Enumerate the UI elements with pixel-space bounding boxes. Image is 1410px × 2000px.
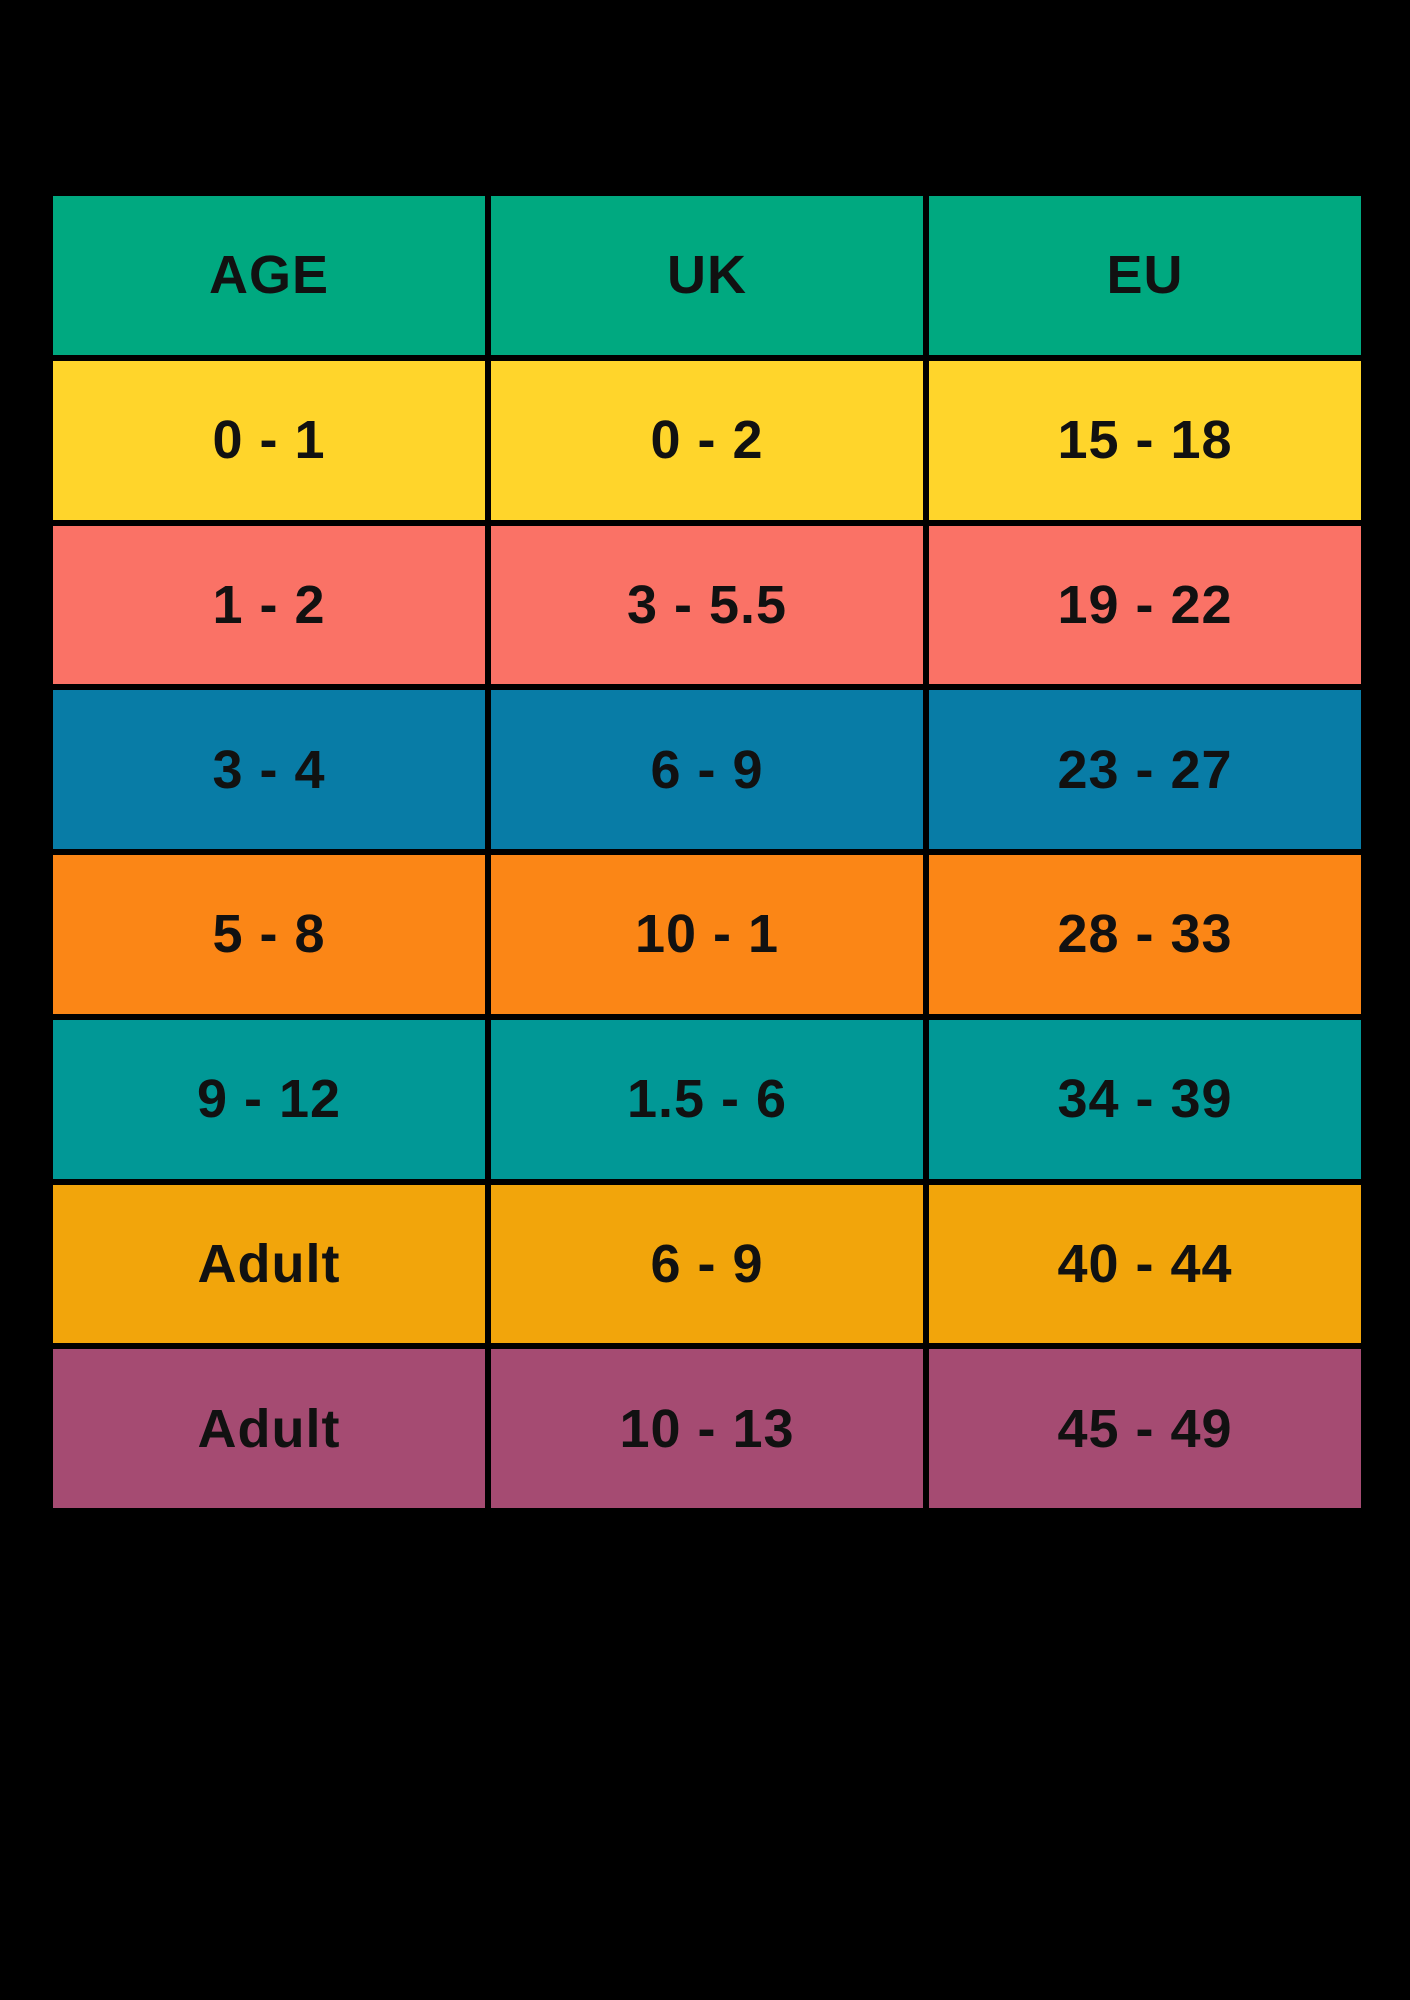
uk-cell: 3 - 5.5: [491, 525, 923, 685]
table-row: 0 - 1 0 - 2 15 - 18: [53, 360, 1361, 520]
uk-cell: 10 - 13: [491, 1349, 923, 1508]
age-cell: 9 - 12: [53, 1019, 485, 1179]
table-row: 3 - 4 6 - 9 23 - 27: [53, 690, 1361, 849]
eu-cell: 15 - 18: [929, 360, 1361, 520]
header-cell-uk: UK: [491, 196, 923, 355]
eu-cell: 34 - 39: [929, 1019, 1361, 1179]
uk-cell: 6 - 9: [491, 690, 923, 849]
age-cell: 1 - 2: [53, 525, 485, 685]
shoe-size-table: AGE UK EU 0 - 1 0 - 2 15 - 18 1 - 2 3 - …: [53, 196, 1361, 1508]
age-cell: 3 - 4: [53, 690, 485, 849]
eu-cell: 40 - 44: [929, 1184, 1361, 1344]
uk-cell: 10 - 1: [491, 855, 923, 1014]
age-cell: 5 - 8: [53, 855, 485, 1014]
uk-cell: 1.5 - 6: [491, 1019, 923, 1179]
eu-cell: 23 - 27: [929, 690, 1361, 849]
table-row: 5 - 8 10 - 1 28 - 33: [53, 855, 1361, 1014]
header-cell-eu: EU: [929, 196, 1361, 355]
age-cell: Adult: [53, 1349, 485, 1508]
age-cell: 0 - 1: [53, 360, 485, 520]
uk-cell: 0 - 2: [491, 360, 923, 520]
eu-cell: 45 - 49: [929, 1349, 1361, 1508]
age-cell: Adult: [53, 1184, 485, 1344]
uk-cell: 6 - 9: [491, 1184, 923, 1344]
table-row: Adult 6 - 9 40 - 44: [53, 1184, 1361, 1344]
table-header-row: AGE UK EU: [53, 196, 1361, 355]
header-cell-age: AGE: [53, 196, 485, 355]
table-row: 9 - 12 1.5 - 6 34 - 39: [53, 1019, 1361, 1179]
eu-cell: 28 - 33: [929, 855, 1361, 1014]
table-row: 1 - 2 3 - 5.5 19 - 22: [53, 525, 1361, 685]
eu-cell: 19 - 22: [929, 525, 1361, 685]
table-row: Adult 10 - 13 45 - 49: [53, 1349, 1361, 1508]
